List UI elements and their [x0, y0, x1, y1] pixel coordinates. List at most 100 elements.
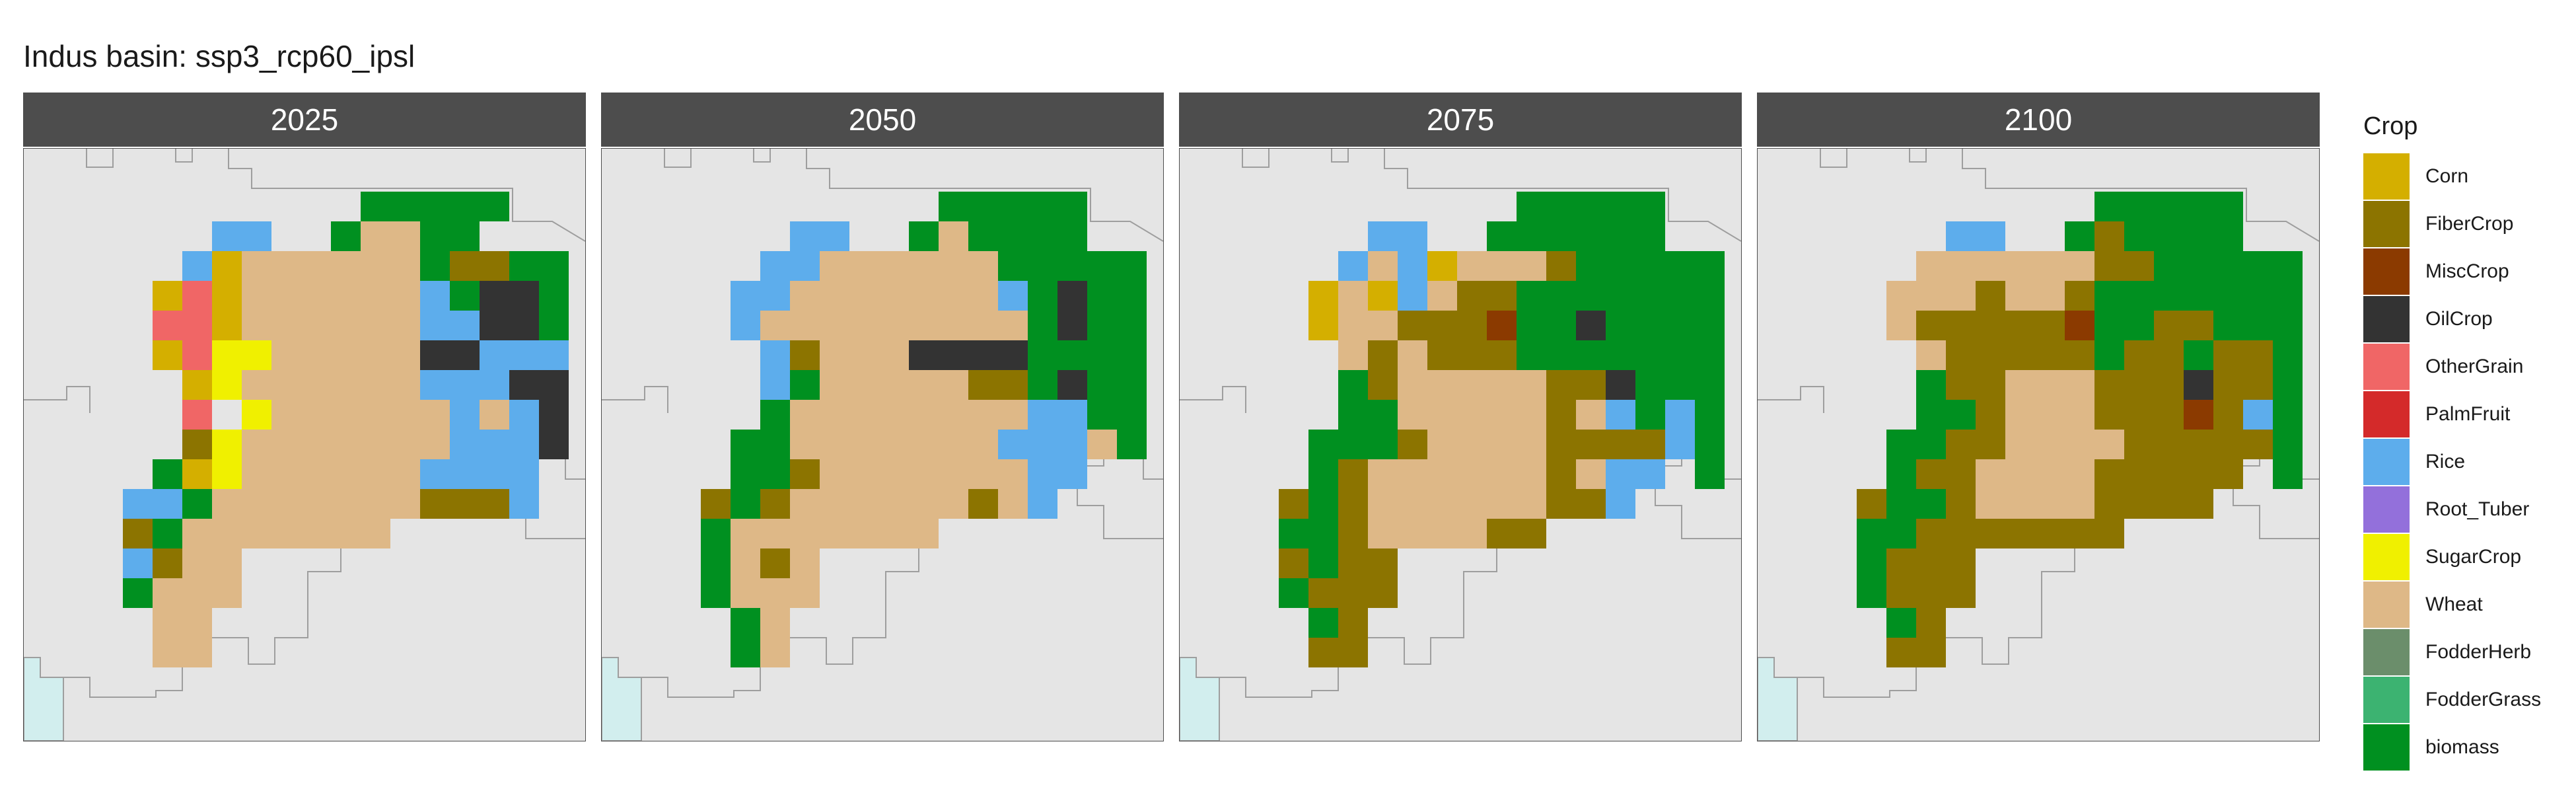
- cell-sugarcrop: [212, 370, 242, 400]
- cell-wheat: [849, 281, 879, 311]
- cell-rice: [998, 281, 1028, 311]
- cell-wheat: [153, 578, 182, 608]
- cell-biomass: [2273, 251, 2303, 281]
- cell-biomass: [123, 578, 153, 608]
- cell-wheat: [301, 340, 331, 370]
- cell-biomass: [2213, 281, 2243, 311]
- cell-biomass: [1916, 489, 1946, 519]
- cell-biomass: [1695, 430, 1725, 459]
- cell-biomass: [1087, 340, 1117, 370]
- cell-wheat: [420, 400, 450, 430]
- cell-wheat: [153, 608, 182, 638]
- cell-wheat: [361, 221, 390, 251]
- legend-item-fodderherb: FodderHerb: [2363, 628, 2561, 676]
- cell-wheat: [1398, 340, 1427, 370]
- cell-wheat: [242, 489, 271, 519]
- cell-wheat: [1517, 370, 1546, 400]
- cell-wheat: [939, 221, 968, 251]
- cell-othergrain: [182, 281, 212, 311]
- cell-fibercrop: [1546, 459, 1576, 489]
- cell-oilcrop: [539, 370, 569, 400]
- cell-rice: [420, 370, 450, 400]
- cell-biomass: [1695, 400, 1725, 430]
- cell-biomass: [1606, 192, 1635, 221]
- legend-swatch: [2363, 486, 2410, 533]
- cell-biomass: [1087, 281, 1117, 311]
- cell-wheat: [1916, 340, 1946, 370]
- cell-fibercrop: [2213, 370, 2243, 400]
- cell-wheat: [879, 370, 909, 400]
- cell-biomass: [1338, 400, 1368, 430]
- cell-rice: [1606, 400, 1635, 430]
- cell-fibercrop: [1546, 489, 1576, 519]
- cell-wheat: [1487, 370, 1517, 400]
- cell-fibercrop: [2243, 340, 2273, 370]
- cell-fibercrop: [1338, 608, 1368, 638]
- cell-wheat: [790, 430, 820, 459]
- cell-biomass: [1857, 548, 1886, 578]
- cell-wheat: [361, 430, 390, 459]
- cell-sugarcrop: [212, 430, 242, 459]
- cell-rice: [1028, 489, 1057, 519]
- map-area: [1179, 148, 1742, 741]
- cell-oilcrop: [509, 281, 539, 311]
- cell-biomass: [1517, 340, 1546, 370]
- cell-sugarcrop: [242, 340, 271, 370]
- cell-biomass: [2124, 221, 2154, 251]
- cell-wheat: [1087, 430, 1117, 459]
- cell-wheat: [1976, 251, 2005, 281]
- chart-title: Indus basin: ssp3_rcp60_ipsl: [23, 39, 415, 73]
- cell-wheat: [1398, 370, 1427, 400]
- cell-fibercrop: [968, 370, 998, 400]
- cell-corn: [212, 281, 242, 311]
- cell-wheat: [390, 430, 420, 459]
- cell-biomass: [998, 192, 1028, 221]
- cell-fibercrop: [1546, 370, 1576, 400]
- legend-label: FodderGrass: [2425, 689, 2542, 710]
- legend-swatch: [2363, 439, 2410, 485]
- cell-biomass: [1606, 221, 1635, 251]
- legend-item-wheat: Wheat: [2363, 581, 2561, 628]
- cell-fibercrop: [2154, 400, 2184, 430]
- cell-biomass: [2184, 221, 2213, 251]
- cell-biomass: [2124, 192, 2154, 221]
- cell-oilcrop: [420, 340, 450, 370]
- cell-rice: [790, 221, 820, 251]
- cell-wheat: [361, 459, 390, 489]
- cell-wheat: [361, 400, 390, 430]
- cell-rice: [182, 251, 212, 281]
- cell-biomass: [2124, 281, 2154, 311]
- cell-wheat: [2065, 370, 2094, 400]
- cell-wheat: [2035, 459, 2065, 489]
- legend-item-sugarcrop: SugarCrop: [2363, 533, 2561, 581]
- cell-biomass: [701, 578, 731, 608]
- cell-wheat: [361, 311, 390, 340]
- legend-swatch: [2363, 248, 2410, 295]
- cell-wheat: [1487, 400, 1517, 430]
- cell-rice: [420, 459, 450, 489]
- cell-biomass: [1028, 251, 1057, 281]
- cell-wheat: [2035, 430, 2065, 459]
- cell-biomass: [2094, 192, 2124, 221]
- legend-label: biomass: [2425, 736, 2499, 758]
- cell-biomass: [1117, 340, 1147, 370]
- cell-biomass: [1695, 340, 1725, 370]
- cell-rice: [153, 489, 182, 519]
- cell-fibercrop: [1576, 430, 1606, 459]
- cell-wheat: [2094, 430, 2124, 459]
- cell-fibercrop: [1916, 638, 1946, 667]
- cell-biomass: [731, 638, 760, 667]
- cell-biomass: [1916, 430, 1946, 459]
- cell-biomass: [2213, 311, 2243, 340]
- cell-wheat: [1457, 251, 1487, 281]
- cell-wheat: [242, 519, 271, 548]
- cell-rice: [480, 340, 509, 370]
- cell-rice: [760, 251, 790, 281]
- cell-biomass: [1117, 370, 1147, 400]
- cell-fibercrop: [1976, 430, 2005, 459]
- cell-fibercrop: [2243, 430, 2273, 459]
- cell-biomass: [1606, 311, 1635, 340]
- cell-fibercrop: [2094, 400, 2124, 430]
- cell-fibercrop: [2065, 281, 2094, 311]
- cell-wheat: [820, 281, 849, 311]
